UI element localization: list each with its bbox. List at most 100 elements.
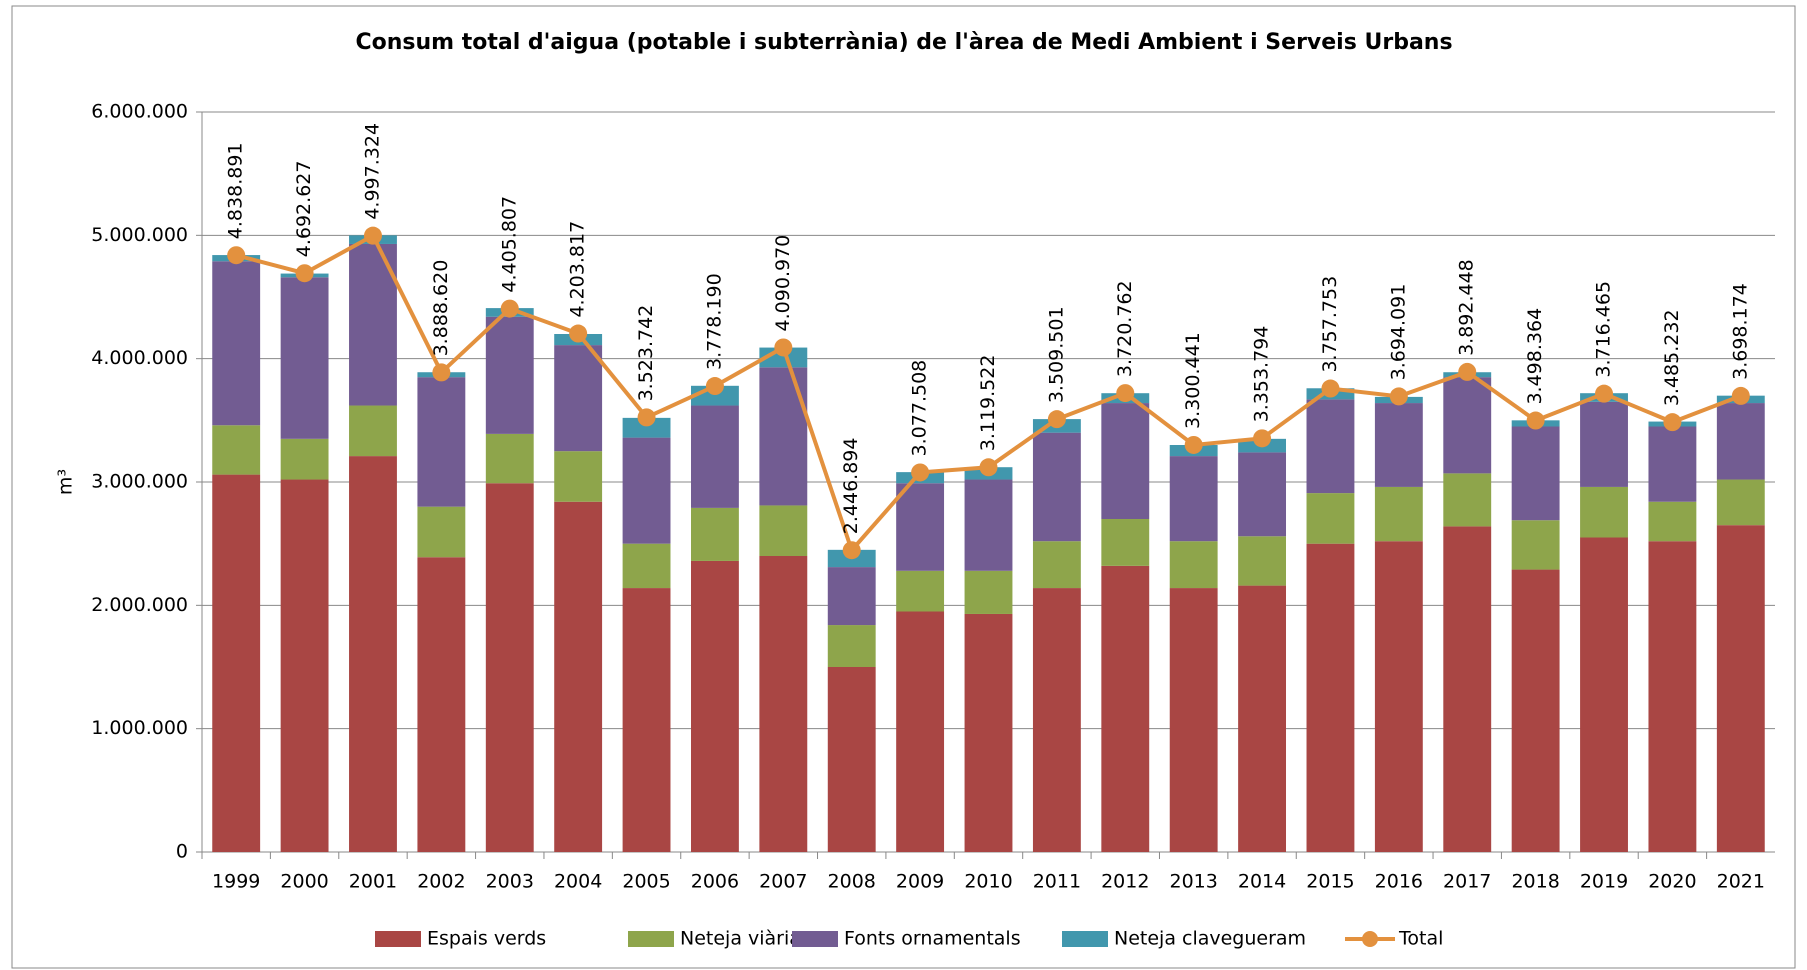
- data-label: 3.720.762: [1114, 280, 1136, 377]
- data-label: 3.353.794: [1251, 326, 1273, 423]
- bar-segment: [896, 483, 945, 571]
- bar-segment: [690, 560, 739, 852]
- bar-segment: [417, 506, 466, 558]
- total-point: [1731, 386, 1750, 405]
- bar-segment: [1580, 401, 1628, 487]
- bar-segment: [1238, 585, 1287, 852]
- total-point: [911, 463, 930, 482]
- bar-segment: [1306, 399, 1355, 494]
- bar-segment: [1374, 541, 1423, 852]
- total-point: [1389, 387, 1408, 406]
- bar-segment: [1511, 569, 1560, 852]
- bar-segment: [1648, 501, 1697, 542]
- x-tick-label: 2012: [1101, 871, 1149, 893]
- chart-title: Consum total d'aigua (potable i subterrà…: [355, 30, 1452, 55]
- bar-segment: [485, 433, 534, 484]
- y-tick-label: 6.000.000: [91, 101, 188, 123]
- total-point: [1526, 411, 1545, 430]
- bar-segment: [622, 437, 671, 544]
- bar-segment: [1511, 520, 1560, 570]
- bar-segment: [759, 505, 808, 556]
- total-point: [569, 324, 588, 343]
- bar-segment: [1648, 426, 1697, 502]
- bar-segment: [1101, 403, 1150, 519]
- data-label: 4.838.891: [225, 143, 247, 240]
- y-axis-label: m³: [55, 469, 77, 495]
- x-tick-label: 2007: [759, 871, 807, 893]
- bar-segment: [827, 625, 876, 667]
- total-point: [295, 264, 314, 283]
- bar-segment: [622, 417, 671, 438]
- data-label: 3.892.448: [1456, 259, 1478, 356]
- x-tick-label: 2009: [896, 871, 944, 893]
- x-tick-label: 1999: [212, 871, 260, 893]
- bar-segment: [964, 570, 1013, 614]
- bar-segment: [349, 456, 397, 852]
- data-label: 2.446.894: [840, 438, 862, 535]
- data-label: 4.203.817: [567, 221, 589, 318]
- bar-segment: [1511, 426, 1560, 521]
- data-label: 3.300.441: [1182, 332, 1204, 429]
- bar-segment: [1374, 486, 1423, 542]
- bar-segment: [554, 501, 603, 852]
- bar-segment: [1101, 519, 1150, 566]
- bar-segment: [554, 451, 603, 502]
- bar-segment: [1169, 456, 1218, 542]
- bar-segment: [1169, 588, 1218, 852]
- data-label: 3.077.508: [909, 360, 931, 457]
- bar-segment: [1238, 536, 1287, 586]
- total-point: [979, 458, 998, 477]
- x-tick-label: 2017: [1443, 871, 1491, 893]
- data-label: 3.523.742: [635, 305, 657, 402]
- y-tick-label: 0: [176, 841, 188, 863]
- legend-swatch: [1362, 931, 1378, 947]
- y-tick-label: 5.000.000: [91, 224, 188, 246]
- bar-segment: [1443, 473, 1492, 527]
- bar-segment: [485, 483, 534, 852]
- total-point: [637, 408, 656, 427]
- bar-segment: [485, 316, 534, 434]
- bar-segment: [1032, 541, 1081, 589]
- data-label: 3.778.190: [703, 273, 725, 370]
- data-label: 4.692.627: [293, 161, 315, 258]
- bar-segment: [280, 479, 329, 852]
- legend-swatch: [1062, 931, 1108, 947]
- x-tick-label: 2013: [1169, 871, 1217, 893]
- bar-segment: [896, 570, 945, 612]
- bar-segment: [212, 261, 261, 426]
- bar-segment: [1716, 525, 1765, 852]
- data-label: 4.405.807: [498, 196, 520, 293]
- legend-swatch: [628, 931, 674, 947]
- bar-segment: [349, 405, 397, 457]
- y-tick-label: 4.000.000: [91, 347, 188, 369]
- bar-segment: [1443, 377, 1492, 474]
- total-point: [774, 338, 793, 357]
- total-point: [227, 246, 246, 265]
- data-label: 3.757.753: [1319, 276, 1341, 373]
- y-tick-label: 1.000.000: [91, 717, 188, 739]
- bar-segment: [1648, 541, 1697, 852]
- bar-segment: [759, 367, 808, 506]
- bar-segment: [690, 405, 739, 508]
- bar-segment: [827, 667, 876, 852]
- data-label: 3.498.364: [1524, 308, 1546, 405]
- legend-label: Fonts ornamentals: [844, 928, 1021, 950]
- data-label: 3.888.620: [430, 260, 452, 357]
- legend-swatch: [375, 931, 421, 947]
- bar-segment: [1101, 565, 1150, 852]
- bar-segment: [1032, 588, 1081, 852]
- total-point: [1458, 362, 1477, 381]
- x-tick-label: 2000: [280, 871, 328, 893]
- bar-segment: [964, 479, 1013, 571]
- bar-segment: [554, 345, 603, 452]
- bar-segment: [759, 556, 808, 852]
- bar-segment: [827, 567, 876, 626]
- legend-label: Total: [1398, 928, 1443, 950]
- bar-segment: [417, 377, 466, 507]
- legend-swatch: [792, 931, 838, 947]
- data-label: 3.694.091: [1387, 284, 1409, 381]
- x-tick-label: 2018: [1511, 871, 1559, 893]
- x-tick-label: 2011: [1033, 871, 1081, 893]
- x-tick-label: 2010: [964, 871, 1012, 893]
